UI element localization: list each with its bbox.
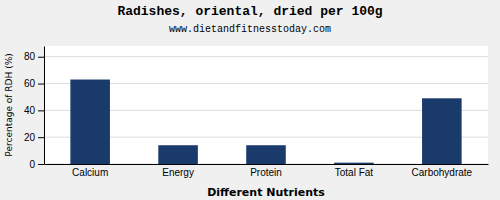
bar: [334, 163, 374, 164]
x-tick: Energy: [162, 167, 194, 178]
y-tick-label: 80: [24, 51, 36, 62]
y-tick-label: 40: [24, 105, 36, 116]
y-tick-mark: [38, 84, 44, 85]
y-tick-mark: [38, 110, 44, 111]
y-tick: 0: [29, 159, 44, 170]
x-tick-label: Calcium: [72, 167, 108, 178]
x-tick-label: Total Fat: [335, 167, 374, 178]
y-axis: 0 20 40 60 80: [24, 47, 45, 170]
bars: [70, 80, 461, 164]
x-axis-title: Different Nutrients: [207, 186, 325, 199]
grid-line: [44, 56, 488, 57]
bar: [246, 145, 286, 164]
y-tick: 60: [24, 78, 44, 89]
chart: Radishes, oriental, dried per 100g www.di…: [0, 0, 500, 200]
chart-container: Radishes, oriental, dried per 100g www.di…: [0, 0, 500, 200]
plot-background: [44, 46, 488, 164]
x-tick-label: Protein: [250, 167, 282, 178]
x-tick-label: Carbohydrate: [412, 167, 473, 178]
y-tick-label: 20: [24, 132, 36, 143]
x-tick: Total Fat: [335, 167, 374, 178]
y-tick: 80: [24, 51, 44, 62]
grid-line: [44, 83, 488, 84]
bar: [422, 98, 462, 164]
y-tick-mark: [38, 137, 44, 138]
grid: [44, 57, 488, 164]
x-axis: Calcium Energy Protein Total Fat Carbohydrat…: [45, 165, 489, 179]
subtitle: www.dietandfitnesstoday.com: [169, 24, 331, 35]
grid-line: [44, 110, 488, 111]
x-axis-line: [45, 164, 489, 165]
y-tick-mark: [38, 164, 44, 165]
y-tick-label: 0: [29, 159, 35, 170]
y-tick: 40: [24, 105, 44, 116]
y-tick-label: 60: [24, 78, 36, 89]
y-tick: 20: [24, 132, 44, 143]
title: Radishes, oriental, dried per 100g: [117, 4, 382, 19]
x-tick-label: Energy: [162, 167, 194, 178]
grid-line: [44, 137, 488, 138]
bar: [158, 145, 198, 164]
bar: [70, 80, 110, 164]
y-axis-line: [44, 47, 45, 165]
plot: 020406080CalciumEnergyProteinTotal FatCa…: [24, 46, 489, 178]
x-tick: Calcium: [72, 167, 108, 178]
y-tick-mark: [38, 57, 44, 58]
x-tick: Protein: [250, 167, 282, 178]
y-axis-title: Percentage of RDH (%): [4, 53, 14, 156]
x-tick: Carbohydrate: [412, 167, 473, 178]
